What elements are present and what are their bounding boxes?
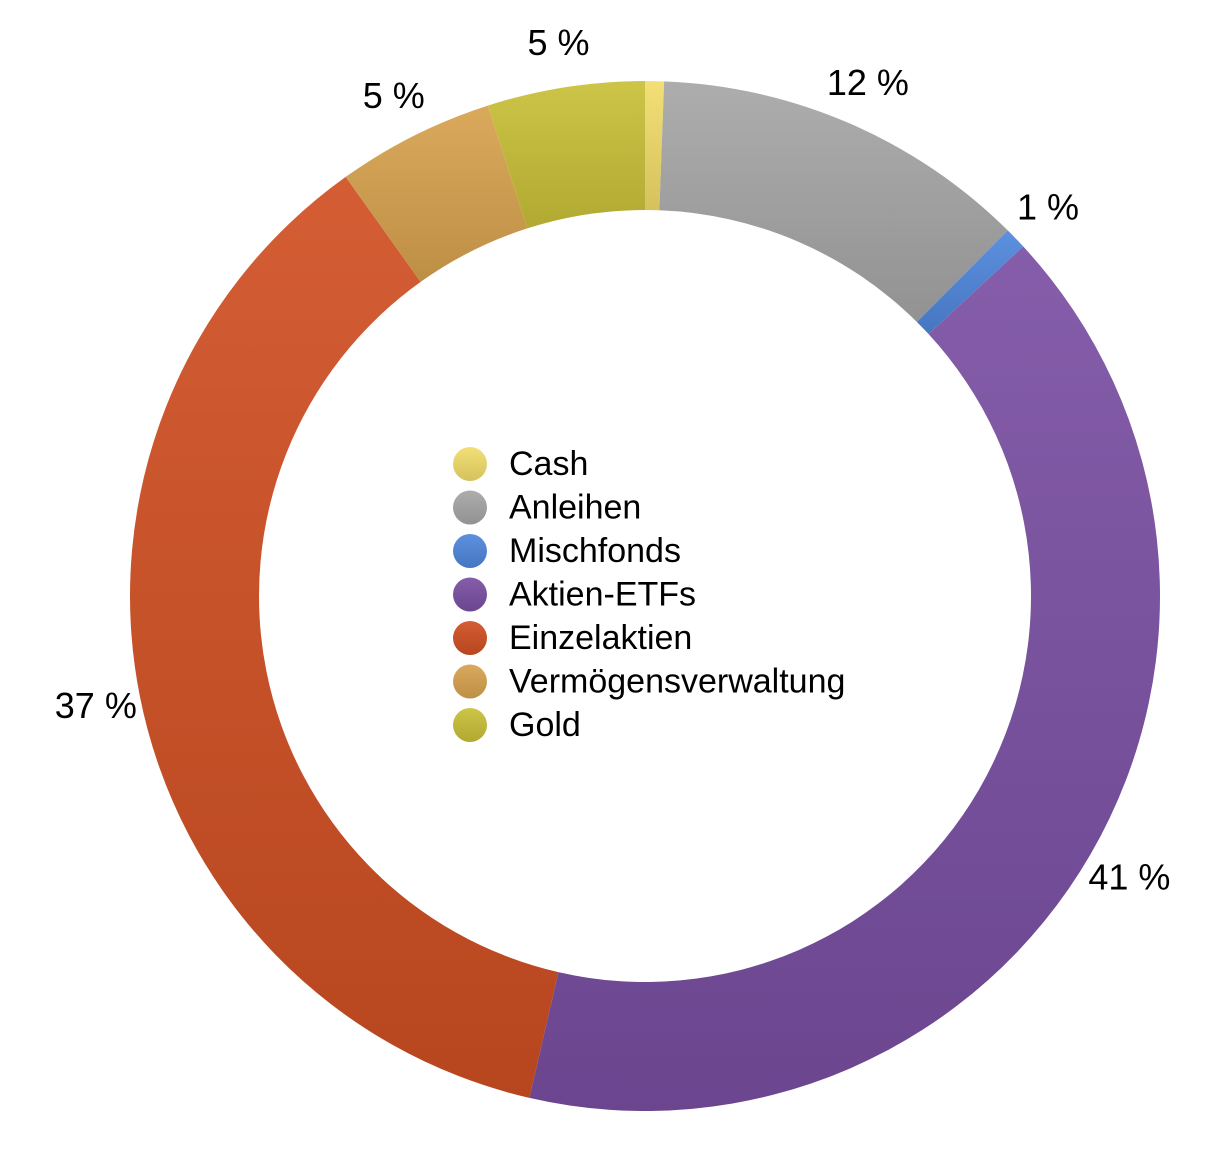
- legend-label-aktien-etfs: Aktien-ETFs: [509, 576, 696, 614]
- legend-swatch-mischfonds: [453, 534, 487, 568]
- legend-label-cash: Cash: [509, 445, 588, 483]
- pct-label-mischfonds: 1 %: [1017, 187, 1079, 228]
- slice-vermoegensverwaltung: [345, 105, 528, 282]
- legend-label-anleihen: Anleihen: [509, 489, 641, 527]
- pct-label-anleihen: 12 %: [827, 62, 909, 103]
- legend-swatch-einzelaktien: [453, 621, 487, 655]
- slice-anleihen: [659, 81, 1008, 323]
- slice-mischfonds: [916, 230, 1024, 335]
- percentage-labels: 12 % 1 % 41 % 37 % 5 % 5 %: [55, 22, 1171, 897]
- legend-label-einzelaktien: Einzelaktien: [509, 619, 692, 657]
- pct-label-aktien-etfs: 41 %: [1088, 857, 1170, 898]
- chart-legend: Cash Anleihen Mischfonds Aktien-ETFs Einzela…: [453, 445, 845, 744]
- legend-swatch-gold: [453, 708, 487, 742]
- legend-swatch-aktien-etfs: [453, 577, 487, 612]
- pct-label-gold: 5 %: [527, 22, 589, 63]
- legend-swatch-anleihen: [453, 490, 487, 525]
- pct-label-einzelaktien: 37 %: [55, 685, 137, 726]
- slice-gold: [487, 81, 645, 229]
- legend-label-vermoegensverwaltung: Vermögensverwaltung: [509, 663, 845, 701]
- legend-label-mischfonds: Mischfonds: [509, 532, 681, 570]
- donut-slices: [130, 81, 1160, 1112]
- slice-aktien-etfs: [529, 246, 1160, 1112]
- legend-label-gold: Gold: [509, 706, 581, 744]
- pct-label-vermoegensverwaltung: 5 %: [363, 75, 425, 116]
- legend-swatch-cash: [453, 447, 487, 481]
- legend-swatch-vermoegensverwaltung: [453, 664, 487, 699]
- slice-einzelaktien: [130, 176, 559, 1098]
- slice-cash: [645, 81, 665, 211]
